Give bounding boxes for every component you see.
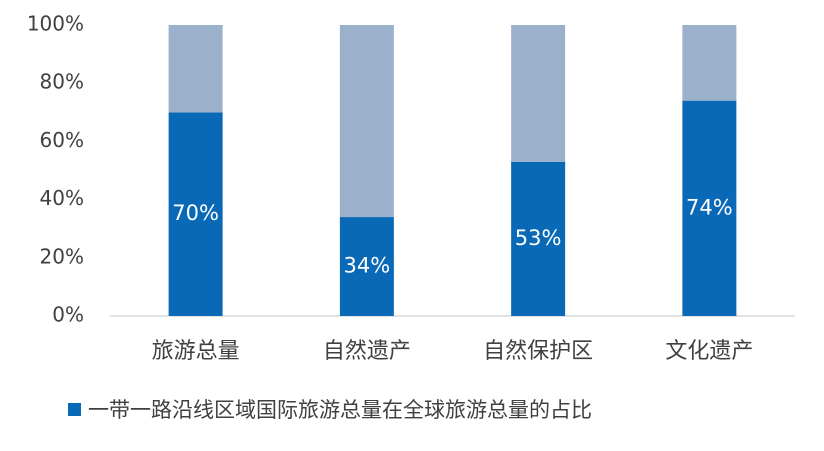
x-tick-label: 文化遗产 (665, 339, 753, 364)
bar-segment (168, 25, 223, 113)
bar-segment (511, 25, 566, 162)
value-label: 53% (515, 226, 562, 250)
x-tick-label: 自然保护区 (483, 339, 593, 364)
y-tick-label: 100% (27, 12, 84, 36)
bar-segment (168, 112, 223, 316)
value-label: 70% (172, 201, 219, 225)
value-label: 34% (344, 254, 391, 278)
x-tick-label: 旅游总量 (152, 339, 240, 364)
y-tick-label: 20% (40, 244, 84, 268)
bar-segment (339, 217, 394, 316)
legend-swatch (68, 403, 81, 416)
legend-label: 一带一路沿线区域国际旅游总量在全球旅游总量的占比 (88, 398, 592, 422)
bar-segment (339, 25, 394, 218)
x-tick-label: 自然遗产 (323, 339, 411, 364)
bar-segment (511, 161, 566, 316)
value-label: 74% (686, 195, 733, 219)
bar-segment (682, 25, 737, 101)
y-tick-label: 0% (52, 303, 84, 327)
y-tick-label: 40% (40, 186, 84, 210)
bar-segment (682, 100, 737, 316)
y-tick-label: 60% (40, 128, 84, 152)
y-tick-label: 80% (40, 70, 84, 94)
